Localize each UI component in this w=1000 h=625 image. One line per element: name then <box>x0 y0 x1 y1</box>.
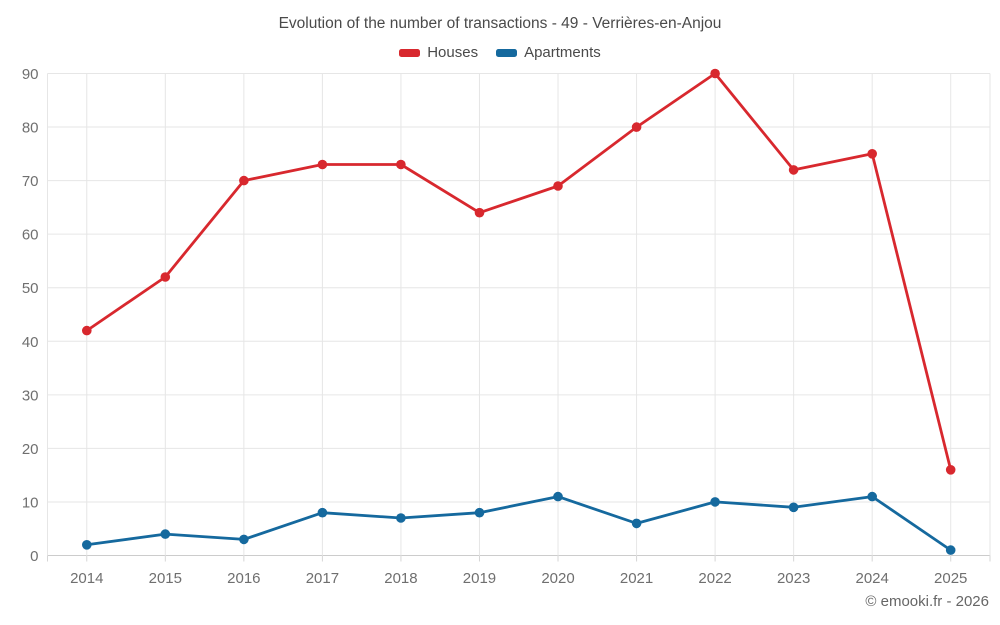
legend-item-houses[interactable]: Houses <box>399 44 478 61</box>
data-point-apartments-2014[interactable] <box>82 540 92 550</box>
data-point-apartments-2020[interactable] <box>553 491 563 502</box>
x-axis-label: 2019 <box>463 570 496 587</box>
x-axis-label: 2021 <box>620 570 653 587</box>
data-point-houses-2022[interactable] <box>710 68 720 79</box>
data-point-houses-2017[interactable] <box>317 159 328 170</box>
data-point-houses-2015[interactable] <box>160 272 171 282</box>
apartments-legend-label: Apartments <box>524 44 601 61</box>
data-point-houses-2025[interactable] <box>945 465 956 475</box>
data-point-apartments-2017[interactable] <box>317 507 328 518</box>
data-point-houses-2020[interactable] <box>553 181 563 191</box>
houses-legend-label: Houses <box>427 44 479 61</box>
data-point-apartments-2021[interactable] <box>631 518 642 529</box>
data-point-apartments-2024[interactable] <box>867 491 877 502</box>
y-axis-label: 60 <box>22 227 39 244</box>
data-point-houses-2019[interactable] <box>474 207 485 218</box>
y-axis-label: 50 <box>22 280 39 297</box>
data-point-apartments-2016[interactable] <box>239 534 249 545</box>
data-point-apartments-2025[interactable] <box>945 545 956 555</box>
x-axis-label: 2014 <box>70 570 103 587</box>
data-point-apartments-2022[interactable] <box>710 497 720 507</box>
y-axis-label: 80 <box>22 120 39 137</box>
chart-title: Evolution of the number of transactions … <box>278 15 722 32</box>
y-axis-label: 30 <box>22 387 39 404</box>
data-point-houses-2016[interactable] <box>239 175 249 186</box>
copyright-credit: © emooki.fr - 2026 <box>865 593 989 610</box>
series-line-apartments <box>85 495 953 552</box>
data-point-apartments-2015[interactable] <box>160 529 171 539</box>
x-axis-label: 2023 <box>777 570 810 587</box>
x-axis-label: 2022 <box>698 570 731 587</box>
data-point-houses-2021[interactable] <box>631 122 642 132</box>
series-line-houses <box>85 72 953 472</box>
data-point-apartments-2018[interactable] <box>396 513 406 523</box>
y-axis-label: 70 <box>22 173 39 190</box>
y-axis-label: 40 <box>22 334 39 351</box>
y-axis-label: 20 <box>22 441 39 458</box>
data-point-houses-2014[interactable] <box>82 325 92 336</box>
x-axis-label: 2018 <box>384 570 417 587</box>
houses-legend-marker-icon <box>399 48 421 57</box>
y-axis-label: 10 <box>22 494 39 511</box>
legend-item-apartments[interactable]: Apartments <box>496 44 601 61</box>
data-point-houses-2024[interactable] <box>867 149 877 159</box>
x-axis-label: 2015 <box>149 570 182 587</box>
y-axis-label: 90 <box>22 66 39 83</box>
y-axis-label: 0 <box>30 548 38 565</box>
data-point-apartments-2023[interactable] <box>788 502 799 513</box>
data-point-houses-2023[interactable] <box>788 165 799 175</box>
chart-legend: Houses Apartments <box>0 44 1000 61</box>
apartments-legend-marker-icon <box>496 48 518 57</box>
x-axis-label: 2025 <box>934 570 967 587</box>
data-point-apartments-2019[interactable] <box>474 507 485 518</box>
x-axis-label: 2016 <box>227 570 260 587</box>
x-axis-label: 2024 <box>856 570 889 587</box>
x-axis-label: 2020 <box>541 570 574 587</box>
x-axis-label: 2017 <box>306 570 339 587</box>
data-point-houses-2018[interactable] <box>396 159 406 170</box>
